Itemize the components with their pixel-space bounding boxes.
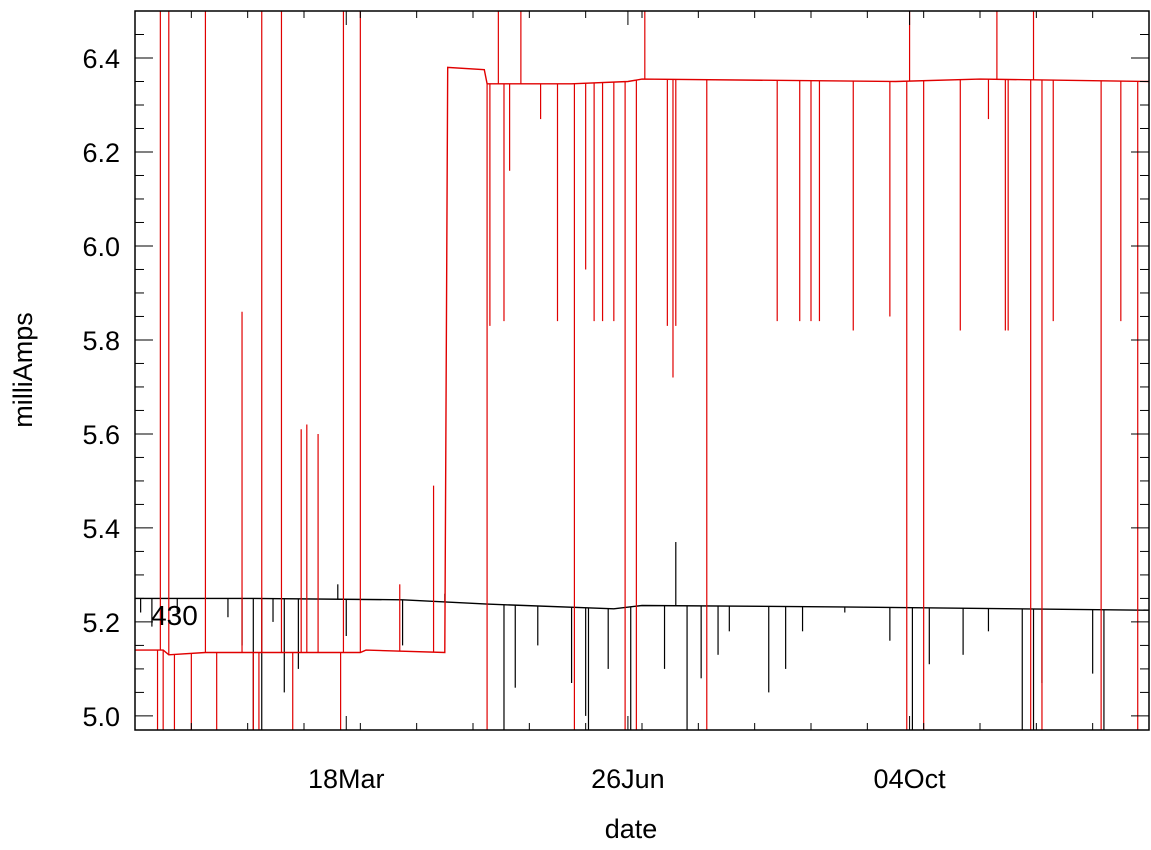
y-tick-label: 5.6 xyxy=(82,420,120,450)
y-tick-label: 6.0 xyxy=(82,232,120,262)
series-annotation: 430 xyxy=(151,600,198,631)
x-tick-label: 18Mar xyxy=(308,764,385,794)
series-1 xyxy=(135,11,1150,730)
x-tick-label: 26Jun xyxy=(591,764,665,794)
y-tick-label: 6.4 xyxy=(82,44,120,74)
y-axis-title: milliAmps xyxy=(8,312,38,428)
y-tick-label: 5.4 xyxy=(82,514,120,544)
y-tick-label: 5.8 xyxy=(82,326,120,356)
y-tick-labels: 5.0 5.2 5.4 5.6 5.8 6.0 6.2 6.4 xyxy=(82,44,120,732)
x-axis-title: date xyxy=(605,814,658,844)
x-tick-labels: 18Mar 26Jun 04Oct xyxy=(308,764,946,794)
series-0 xyxy=(135,542,1150,730)
x-tick-label: 04Oct xyxy=(874,764,947,794)
series-line xyxy=(135,66,1150,656)
y-tick-label: 5.0 xyxy=(82,702,120,732)
y-tick-label: 6.2 xyxy=(82,138,120,168)
y-tick-label: 5.2 xyxy=(82,608,120,638)
tick-marks xyxy=(134,10,1150,730)
series-layer xyxy=(135,11,1150,730)
plot-frame xyxy=(134,10,1150,731)
series-line xyxy=(135,597,1150,611)
